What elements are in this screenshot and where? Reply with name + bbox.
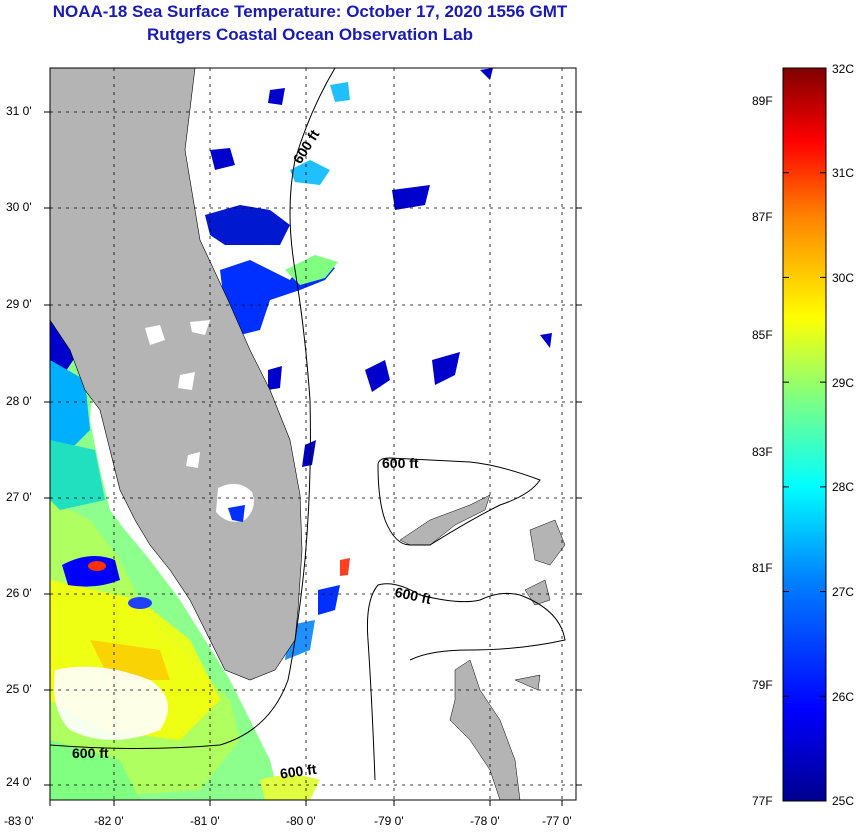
- lat-label: 30 0': [6, 200, 32, 214]
- lon-label: -80 0': [286, 814, 316, 828]
- contour-label: 600 ft: [382, 455, 419, 471]
- contour-label: 600 ft: [72, 745, 109, 761]
- lake-okeechobee: [216, 483, 254, 522]
- colorbar-fahrenheit-label: 83F: [752, 445, 773, 459]
- lat-label: 25 0': [6, 682, 32, 696]
- contour-label: 600 ft: [279, 761, 318, 782]
- lon-label: -83 0': [4, 814, 34, 828]
- lat-label: 24 0': [6, 775, 32, 789]
- lat-label: 31 0': [6, 104, 32, 118]
- lon-label: -79 0': [374, 814, 404, 828]
- contour-label: 600 ft: [394, 584, 433, 607]
- lat-label: 26 0': [6, 586, 32, 600]
- colorbar-celsius-label: 27C: [832, 585, 855, 599]
- colorbar-fahrenheit-label: 79F: [752, 678, 773, 692]
- map-ticks: [44, 111, 582, 806]
- lon-label: -82 0': [94, 814, 124, 828]
- isobath-contours: [50, 68, 566, 781]
- colorbar-celsius-label: 30C: [832, 271, 855, 285]
- colorbar-fahrenheit-label: 81F: [752, 561, 773, 575]
- colorbar-fahrenheit-label: 87F: [752, 210, 773, 224]
- colorbar-celsius-label: 28C: [832, 480, 855, 494]
- colorbar-fahrenheit-label: 89F: [752, 94, 773, 108]
- bahamas-land: [399, 494, 566, 800]
- map-title: NOAA-18 Sea Surface Temperature: October…: [52, 2, 568, 21]
- colorbar-celsius-label: 29C: [832, 376, 855, 390]
- gulf-sst-field: [50, 300, 320, 800]
- colorbar-ticks: [783, 67, 826, 802]
- map-frame: [49, 67, 577, 801]
- lat-label: 27 0': [6, 490, 32, 504]
- lon-label: -81 0': [190, 814, 220, 828]
- colorbar-celsius-label: 25C: [832, 794, 855, 808]
- colorbar-fahrenheit-label: 85F: [752, 328, 773, 342]
- colorbar-fahrenheit-label: 77F: [752, 794, 773, 808]
- lat-label: 28 0': [6, 394, 32, 408]
- map-subtitle: Rutgers Coastal Ocean Observation Lab: [147, 25, 473, 44]
- lon-label: -78 0': [470, 814, 500, 828]
- colorbar-celsius-label: 31C: [832, 166, 855, 180]
- map-grid: [50, 68, 576, 800]
- colorbar-celsius-label: 26C: [832, 690, 855, 704]
- florida-land: [50, 68, 303, 681]
- colorbar: [782, 67, 827, 802]
- lon-label: -77 0': [542, 814, 572, 828]
- lat-label: 29 0': [6, 297, 32, 311]
- colorbar-celsius-label: 32C: [832, 62, 855, 76]
